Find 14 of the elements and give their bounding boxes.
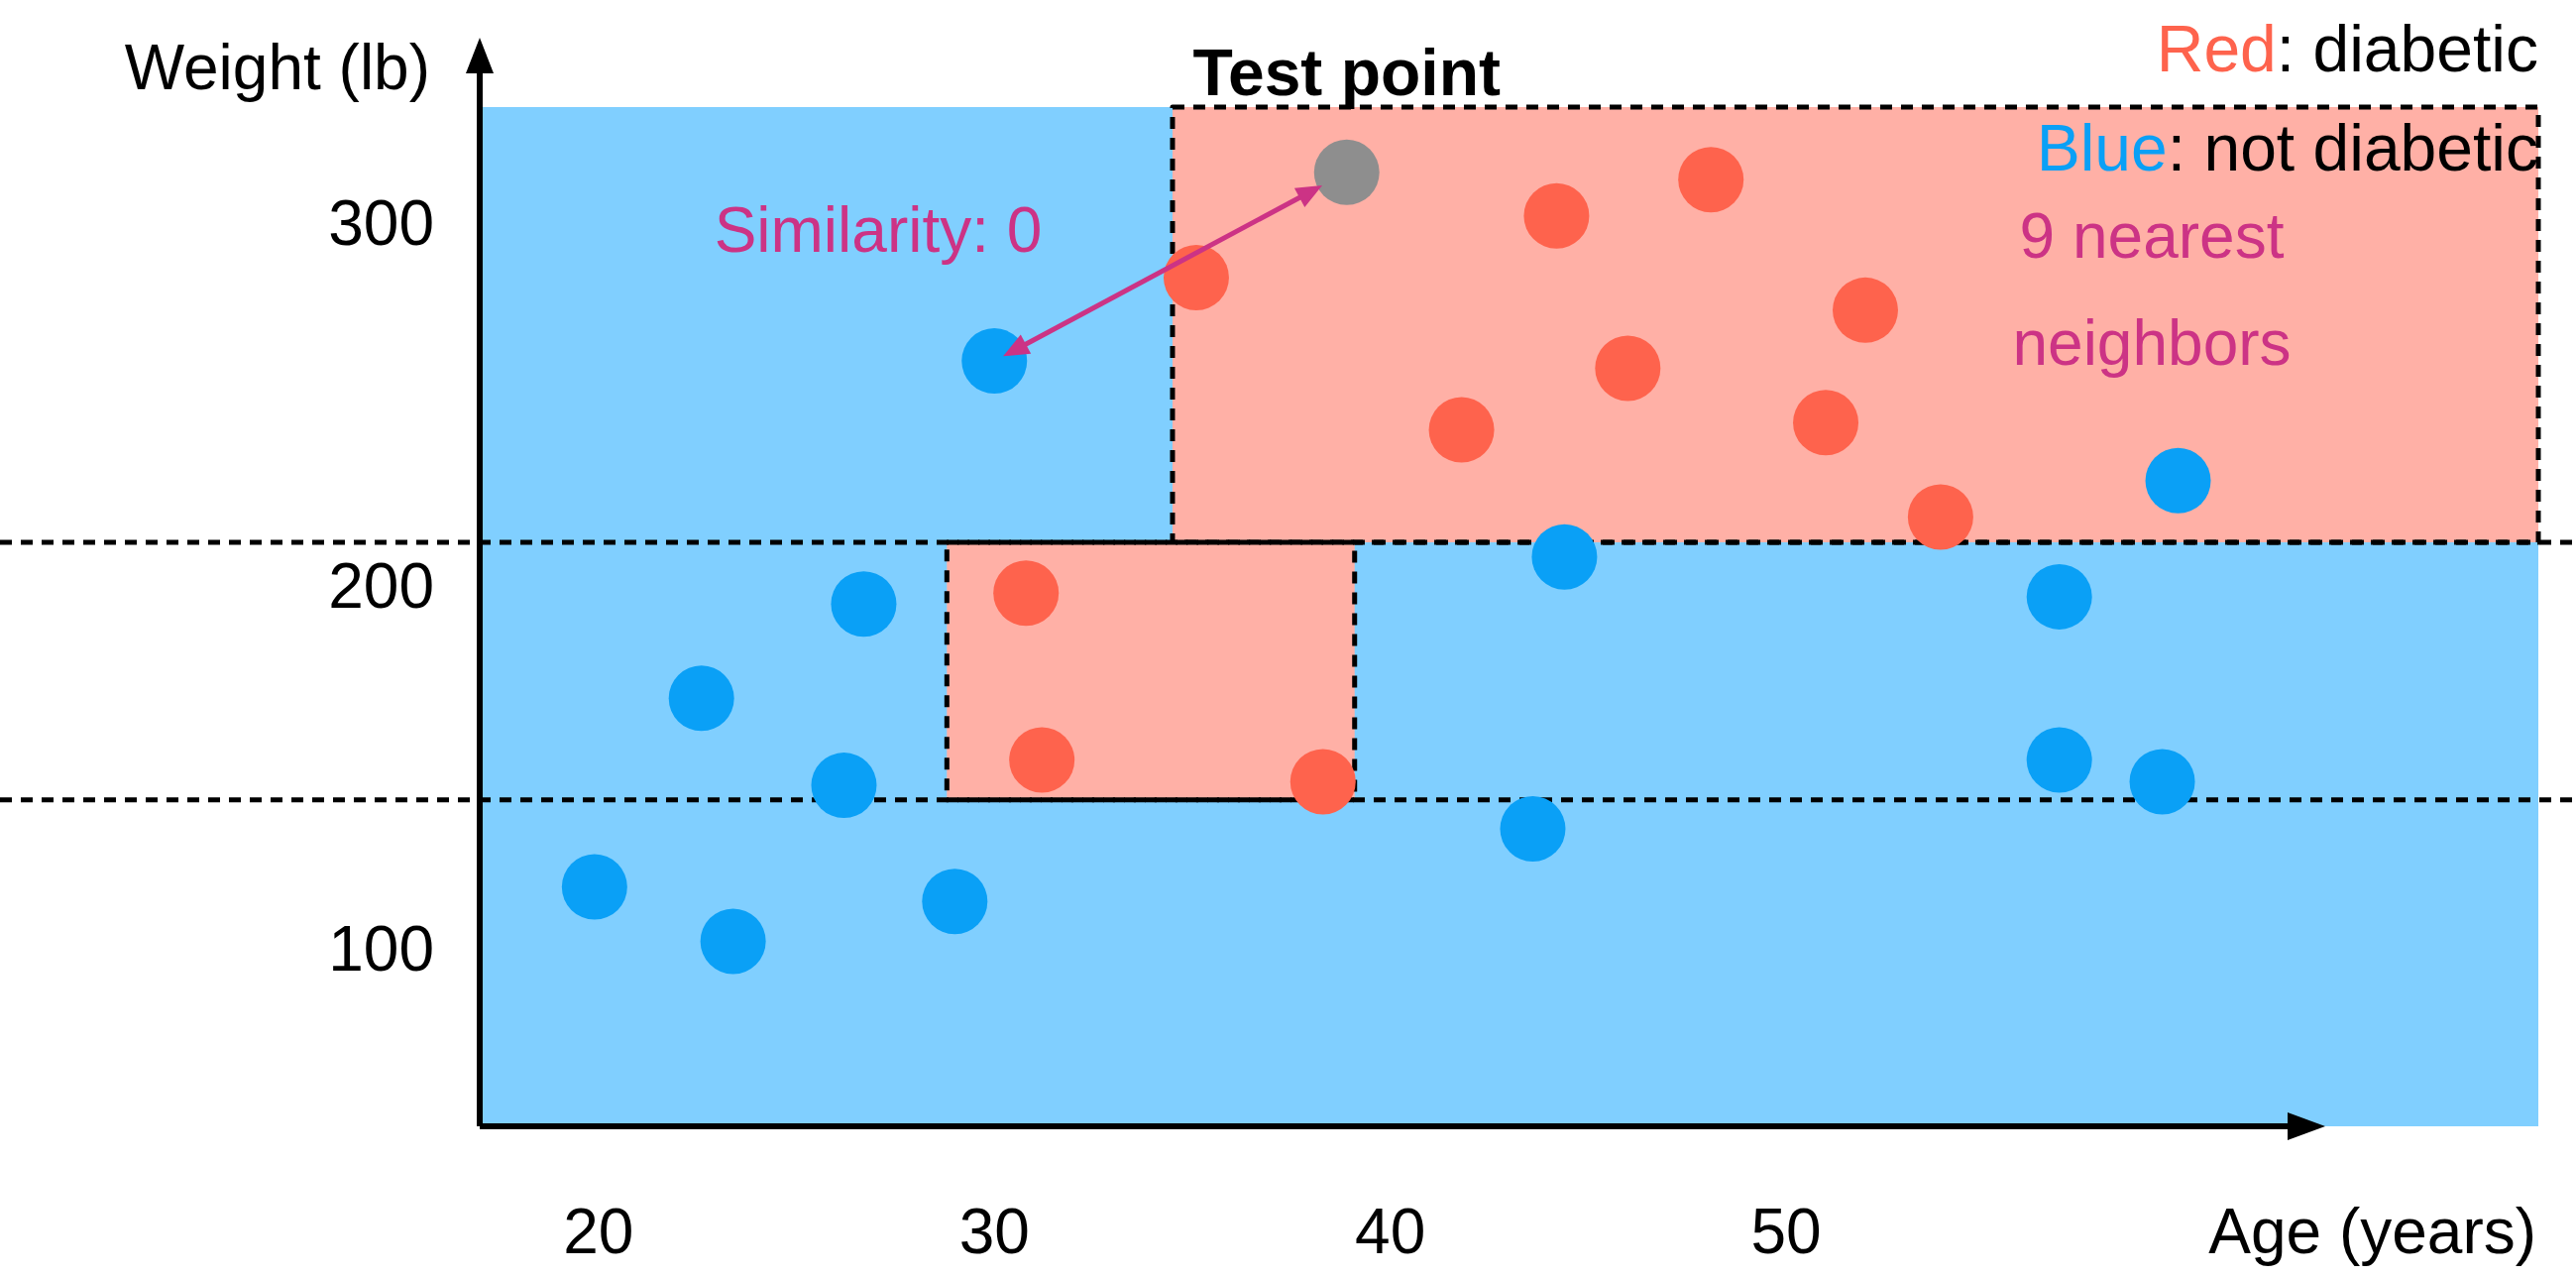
annotation: 9 nearest neighbors [2012,200,2292,379]
text: Red: diabetic [2156,12,2538,85]
y-tick-label: 200 [328,550,434,623]
annotation: Similarity: 0 [714,193,1043,266]
y-tick-label: 100 [328,913,434,986]
x-tick-label: 30 [958,1196,1030,1267]
annotation: Test point [1192,35,1501,109]
text: Blue: not diabetic [2036,111,2538,184]
x-tick-label: 20 [563,1196,634,1267]
x-tick-label: 50 [1750,1196,1822,1267]
x-tick-label: 40 [1355,1196,1426,1267]
x-axis-title: Age (years) [2208,1196,2536,1267]
y-axis-title: Weight (lb) [124,32,430,103]
y-tick-label: 300 [328,187,434,260]
